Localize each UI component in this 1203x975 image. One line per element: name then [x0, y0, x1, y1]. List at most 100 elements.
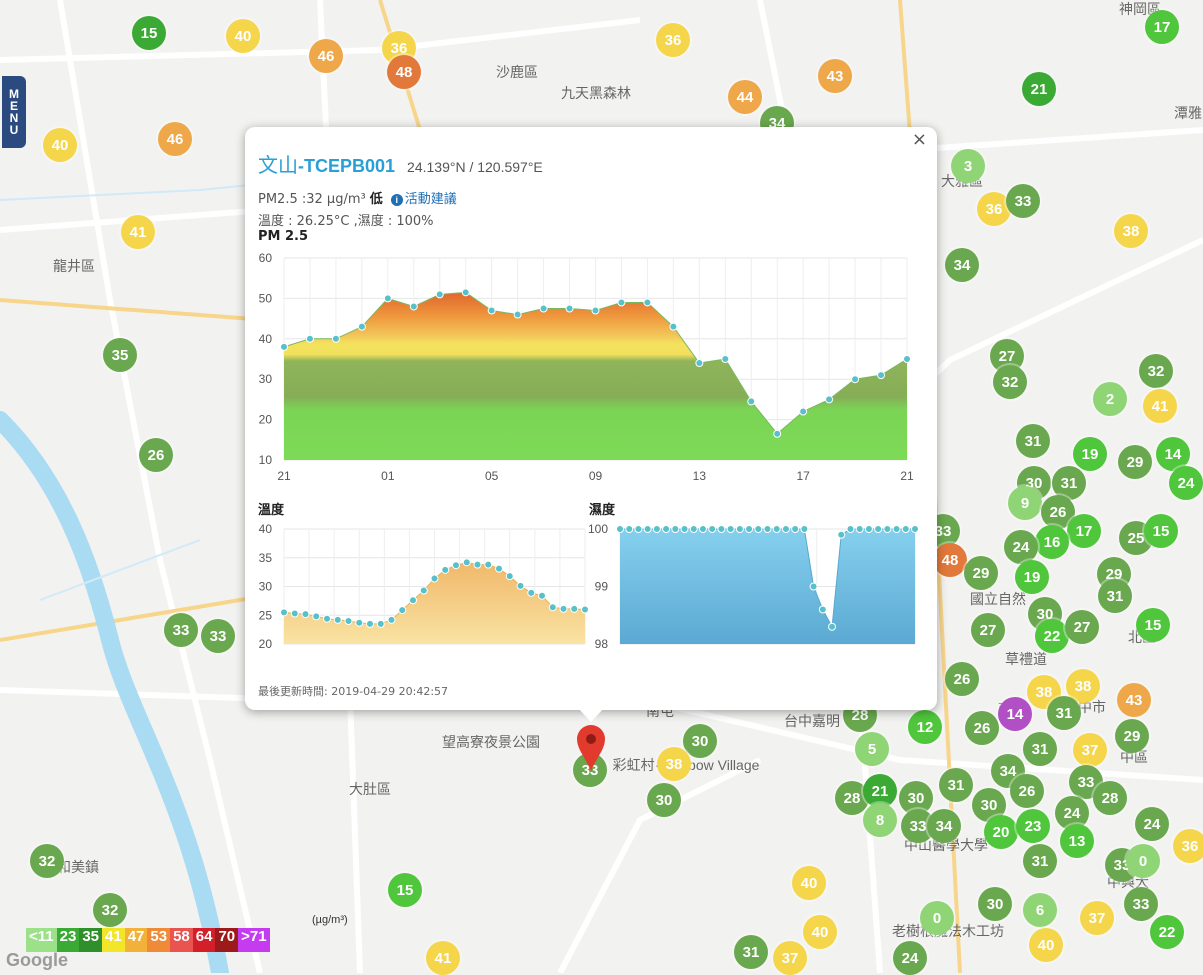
- data-point[interactable]: [634, 525, 643, 533]
- aqi-marker[interactable]: 13: [1060, 824, 1094, 858]
- data-point[interactable]: [487, 306, 496, 315]
- aqi-marker[interactable]: 23: [1016, 809, 1050, 843]
- data-point[interactable]: [376, 619, 385, 628]
- aqi-marker[interactable]: 48: [933, 543, 967, 577]
- aqi-marker[interactable]: 26: [139, 438, 173, 472]
- data-point[interactable]: [903, 355, 911, 363]
- data-point[interactable]: [461, 288, 470, 297]
- aqi-marker[interactable]: 30: [647, 783, 681, 817]
- aqi-marker[interactable]: 8: [863, 803, 897, 837]
- data-point[interactable]: [505, 572, 514, 581]
- data-point[interactable]: [864, 525, 873, 533]
- data-point[interactable]: [698, 525, 707, 533]
- aqi-marker[interactable]: 43: [818, 59, 852, 93]
- data-point[interactable]: [625, 525, 634, 533]
- data-point[interactable]: [484, 560, 493, 569]
- data-point[interactable]: [513, 310, 522, 319]
- data-point[interactable]: [671, 525, 680, 533]
- data-point[interactable]: [357, 322, 366, 331]
- aqi-marker[interactable]: 36: [977, 192, 1011, 226]
- data-point[interactable]: [305, 334, 314, 343]
- data-point[interactable]: [616, 525, 624, 533]
- data-point[interactable]: [721, 355, 730, 363]
- aqi-marker[interactable]: 33: [201, 619, 235, 653]
- aqi-marker[interactable]: 32: [93, 893, 127, 927]
- data-point[interactable]: [846, 525, 855, 533]
- data-point[interactable]: [735, 525, 744, 533]
- aqi-marker[interactable]: 16: [1035, 525, 1069, 559]
- data-point[interactable]: [419, 586, 428, 595]
- activity-advice-link[interactable]: i 活動建議: [390, 192, 457, 207]
- data-point[interactable]: [473, 560, 482, 569]
- data-point[interactable]: [745, 525, 754, 533]
- aqi-marker[interactable]: 36: [1173, 829, 1203, 863]
- data-point[interactable]: [874, 525, 883, 533]
- data-point[interactable]: [773, 429, 782, 438]
- aqi-marker[interactable]: 38: [657, 747, 691, 781]
- data-point[interactable]: [565, 304, 574, 313]
- data-point[interactable]: [643, 525, 652, 533]
- aqi-marker[interactable]: 21: [1022, 72, 1056, 106]
- aqi-marker[interactable]: 20: [984, 815, 1018, 849]
- aqi-marker[interactable]: 5: [855, 732, 889, 766]
- data-point[interactable]: [430, 574, 439, 583]
- aqi-marker[interactable]: 44: [728, 80, 762, 114]
- aqi-marker[interactable]: 3: [951, 149, 985, 183]
- data-point[interactable]: [799, 407, 808, 416]
- aqi-marker[interactable]: 22: [1035, 619, 1069, 653]
- aqi-marker[interactable]: 30: [683, 724, 717, 758]
- data-point[interactable]: [409, 302, 418, 311]
- aqi-marker[interactable]: 40: [792, 866, 826, 900]
- aqi-marker[interactable]: 40: [43, 128, 77, 162]
- aqi-marker[interactable]: 33: [1006, 184, 1040, 218]
- aqi-marker[interactable]: 29: [1115, 719, 1149, 753]
- data-point[interactable]: [791, 525, 800, 533]
- aqi-marker[interactable]: 48: [387, 55, 421, 89]
- data-point[interactable]: [495, 564, 503, 573]
- data-point[interactable]: [312, 612, 321, 621]
- aqi-marker[interactable]: 21: [863, 774, 897, 808]
- data-point[interactable]: [855, 525, 864, 533]
- aqi-marker[interactable]: 24: [893, 941, 927, 975]
- aqi-marker[interactable]: 24: [1004, 530, 1038, 564]
- aqi-marker[interactable]: 31: [1016, 424, 1050, 458]
- data-point[interactable]: [383, 294, 392, 303]
- aqi-marker[interactable]: 15: [1136, 608, 1170, 642]
- aqi-marker[interactable]: 40: [803, 915, 837, 949]
- aqi-marker[interactable]: 33: [1124, 887, 1158, 921]
- aqi-marker[interactable]: 34: [945, 248, 979, 282]
- aqi-marker[interactable]: 15: [1144, 514, 1178, 548]
- data-point[interactable]: [662, 525, 671, 533]
- aqi-marker[interactable]: 15: [132, 16, 166, 50]
- aqi-marker[interactable]: 38: [1066, 669, 1100, 703]
- aqi-marker[interactable]: 35: [103, 338, 137, 372]
- aqi-marker[interactable]: 36: [656, 23, 690, 57]
- data-point[interactable]: [901, 525, 910, 533]
- data-point[interactable]: [695, 359, 704, 368]
- data-point[interactable]: [323, 614, 331, 623]
- data-point[interactable]: [772, 525, 781, 533]
- data-point[interactable]: [398, 606, 407, 615]
- data-point[interactable]: [441, 565, 450, 574]
- data-point[interactable]: [708, 525, 717, 533]
- data-point[interactable]: [892, 525, 901, 533]
- aqi-marker[interactable]: 31: [939, 768, 973, 802]
- data-point[interactable]: [452, 561, 460, 570]
- aqi-marker[interactable]: 30: [978, 887, 1012, 921]
- data-point[interactable]: [539, 304, 548, 313]
- aqi-marker[interactable]: 22: [1150, 915, 1184, 949]
- data-point[interactable]: [781, 525, 790, 533]
- data-point[interactable]: [290, 609, 299, 618]
- aqi-marker[interactable]: 31: [734, 935, 768, 969]
- data-point[interactable]: [617, 298, 626, 307]
- data-point[interactable]: [911, 525, 919, 533]
- aqi-marker[interactable]: 2: [1093, 382, 1127, 416]
- aqi-marker[interactable]: 46: [158, 122, 192, 156]
- data-point[interactable]: [747, 397, 756, 406]
- aqi-marker[interactable]: 37: [1080, 901, 1114, 935]
- aqi-marker[interactable]: 43: [1117, 683, 1151, 717]
- aqi-marker[interactable]: 33: [164, 613, 198, 647]
- aqi-marker[interactable]: 38: [1114, 214, 1148, 248]
- aqi-marker[interactable]: 19: [1073, 437, 1107, 471]
- aqi-marker[interactable]: 40: [1029, 928, 1063, 962]
